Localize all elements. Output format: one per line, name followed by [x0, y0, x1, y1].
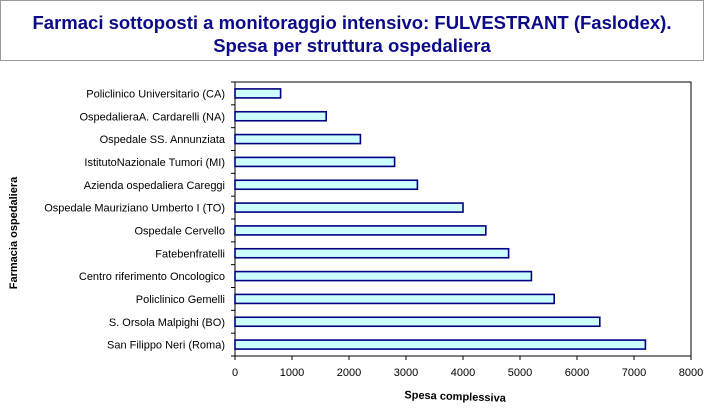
bar-4	[234, 179, 419, 191]
x-tick-label: 2000	[337, 367, 361, 379]
bar-3	[234, 156, 396, 168]
chart-title-line1: Farmaci sottoposti a monitoraggio intens…	[32, 12, 672, 33]
category-label: Centro riferimento Oncologico	[79, 271, 225, 283]
chart-title-box: Farmaci sottoposti a monitoraggio intens…	[0, 0, 704, 61]
x-tick-label: 3000	[394, 367, 418, 379]
category-label: IstitutoNazionale Tumori (MI)	[84, 157, 225, 169]
category-label: S. Orsola Malpighi (BO)	[109, 317, 225, 329]
bar-10	[234, 316, 601, 328]
x-tick-label: 4000	[451, 367, 475, 379]
category-label: Fatebenfratelli	[155, 248, 225, 260]
category-label: San Filippo Neri (Roma)	[107, 340, 225, 352]
bar-6	[234, 225, 487, 236]
category-label: Azienda ospedaliera Careggi	[84, 180, 225, 192]
x-tick-label: 7000	[622, 367, 646, 379]
category-label: Ospedale Mauriziano Umberto I (TO)	[44, 203, 225, 215]
y-axis-title: Farmacia ospedaliera	[8, 176, 20, 289]
bar-11	[234, 339, 647, 350]
x-axis-title: Spesa complessiva	[404, 389, 507, 405]
x-tick-label: 8000	[679, 367, 703, 379]
category-label: Policlinico Universitario (CA)	[86, 88, 225, 100]
chart-title-line2: Spesa per struttura ospedaliera	[213, 35, 491, 56]
bar-5	[234, 202, 464, 213]
x-tick-label: 5000	[508, 367, 532, 379]
x-tick-label: 1000	[280, 367, 304, 379]
category-label: OspedalieraA. Cardarelli (NA)	[80, 111, 226, 123]
category-label: Ospedale Cervello	[135, 225, 226, 237]
bar-9	[234, 293, 556, 305]
category-label: Policlinico Gemelli	[136, 294, 225, 306]
bar-7	[234, 247, 510, 259]
category-label: Ospedale SS. Annunziata	[100, 134, 226, 146]
bar-2	[234, 133, 362, 145]
bar-0	[234, 88, 282, 99]
x-tick-label: 0	[232, 367, 238, 379]
bar-8	[234, 270, 533, 282]
bar-1	[234, 110, 327, 122]
plot-area	[234, 81, 692, 357]
x-tick-label: 6000	[565, 367, 589, 379]
